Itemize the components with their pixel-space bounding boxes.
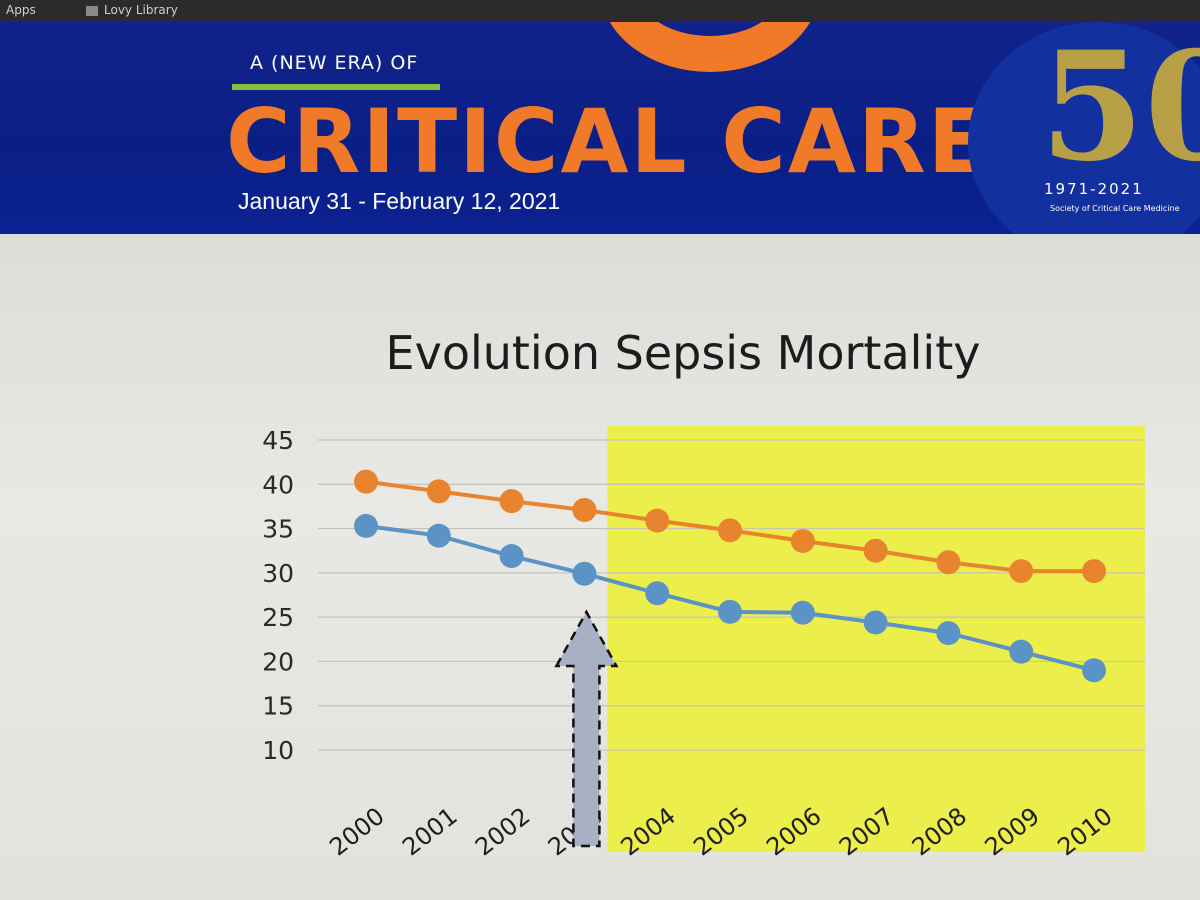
data-point [499,489,524,514]
y-tick-label: 45 [262,426,294,455]
data-point [499,544,524,569]
y-tick-label: 20 [262,647,294,676]
green-underline [232,84,440,90]
banner-title: CRITICAL CARE [226,90,990,193]
bookmark-favicon-icon [86,5,98,16]
data-point [790,528,815,553]
y-tick-label: 25 [262,603,294,632]
y-tick-label: 10 [262,736,294,765]
data-point [936,550,961,575]
conference-banner: A (NEW ERA) OF CRITICAL CARE January 31 … [0,22,1200,234]
data-point [354,513,378,538]
data-point [718,518,742,543]
up-arrow-annotation [554,609,619,848]
data-point [354,469,378,494]
x-tick-label: 2000 [324,802,389,862]
data-point [718,599,742,624]
bookmark-lovy-library[interactable]: Lovy Library [86,3,178,17]
sccm-50-logo: 50 [1040,22,1200,195]
x-tick-label: 2002 [470,802,535,862]
browser-bookmarks-bar: Apps Lovy Library [0,0,1200,22]
banner-tagline: A (NEW ERA) OF [250,52,419,74]
sccm-logo-years: 1971-2021 [1044,180,1144,198]
data-point [790,600,815,625]
data-point [426,479,451,504]
data-point [572,561,597,586]
x-tick-label: 2001 [397,802,462,862]
sccm-logo-society: Society of Critical Care Medicine [1050,204,1180,213]
data-point [572,497,597,522]
data-point [1082,658,1106,683]
data-point [863,538,888,563]
y-tick-label: 30 [262,559,294,588]
banner-dates: January 31 - February 12, 2021 [238,188,561,214]
data-point [1009,559,1034,584]
chart-title: Evolution Sepsis Mortality [385,326,981,380]
data-point [936,621,961,646]
y-tick-label: 40 [262,470,294,499]
bookmark-apps[interactable]: Apps [6,3,36,17]
sccm-logo-circle [968,22,1200,234]
data-point [426,523,451,548]
data-point [645,508,670,533]
data-point [863,610,888,635]
data-point [1009,639,1034,664]
highlight-region [607,426,1145,852]
data-point [1082,559,1106,584]
data-point [645,581,670,606]
y-tick-label: 35 [262,515,294,544]
y-tick-label: 15 [262,692,294,721]
